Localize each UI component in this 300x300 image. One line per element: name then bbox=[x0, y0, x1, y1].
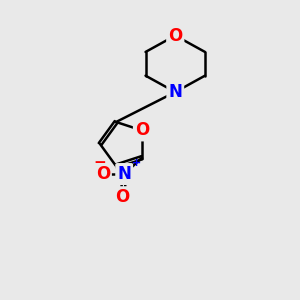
Text: O: O bbox=[96, 165, 110, 183]
Text: O: O bbox=[116, 188, 130, 206]
Text: O: O bbox=[135, 122, 149, 140]
Text: +: + bbox=[132, 158, 141, 168]
Text: −: − bbox=[94, 155, 106, 170]
Text: N: N bbox=[117, 165, 131, 183]
Text: N: N bbox=[168, 83, 182, 101]
Text: O: O bbox=[168, 27, 182, 45]
